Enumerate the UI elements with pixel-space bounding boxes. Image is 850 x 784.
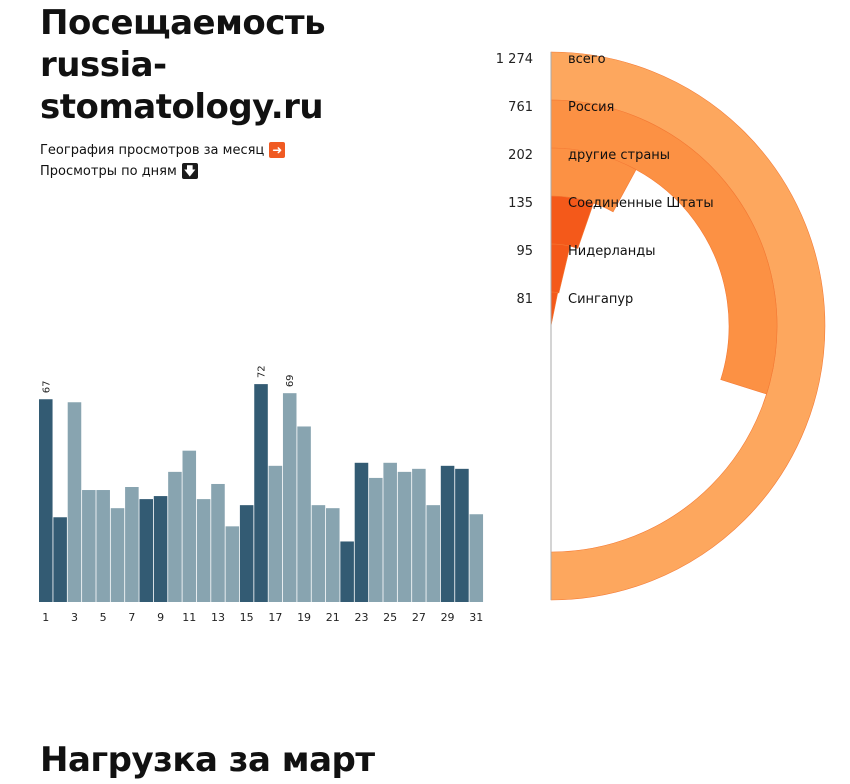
bar-day-8[interactable]: [139, 499, 153, 602]
bar-day-27[interactable]: [412, 468, 426, 602]
x-tick-label: 1: [42, 611, 49, 624]
x-tick-label: 25: [383, 611, 397, 624]
geo-label: Сингапур: [568, 292, 633, 307]
bar-day-26[interactable]: [397, 471, 412, 602]
x-tick-label: 29: [441, 611, 455, 624]
bar-day-11[interactable]: [182, 450, 197, 602]
by-days-link-label: Просмотры по дням: [40, 163, 177, 179]
x-tick-label: 7: [128, 611, 135, 624]
by-days-link[interactable]: Просмотры по дням 🡇: [40, 163, 198, 179]
bar-day-3[interactable]: [67, 402, 82, 602]
bar-day-18[interactable]: [282, 393, 297, 602]
bar-day-20[interactable]: [311, 505, 326, 602]
bar-data-label: 72: [257, 365, 268, 378]
bar-day-13[interactable]: [211, 483, 225, 602]
x-tick-label: 11: [182, 611, 196, 624]
geo-value: 135: [508, 196, 533, 211]
bar-day-6[interactable]: [110, 508, 125, 602]
bar-day-14[interactable]: [225, 526, 240, 602]
bar-day-10[interactable]: [168, 471, 182, 602]
x-tick-label: 9: [157, 611, 164, 624]
bar-day-25[interactable]: [383, 462, 397, 602]
x-tick-label: 15: [240, 611, 254, 624]
bar-day-2[interactable]: [53, 517, 67, 602]
geo-arc[interactable]: [550, 99, 778, 395]
bar-day-17[interactable]: [268, 465, 283, 602]
bar-day-7[interactable]: [125, 487, 139, 602]
bar-day-19[interactable]: [297, 426, 311, 602]
arrow-down-icon: 🡇: [181, 163, 198, 179]
bar-day-22[interactable]: [340, 541, 354, 602]
bar-day-30[interactable]: [455, 468, 469, 602]
x-tick-label: 31: [469, 611, 483, 624]
geo-label: другие страны: [568, 148, 670, 163]
geo-label: всего: [568, 52, 606, 67]
geography-link[interactable]: География просмотров за месяц ➜: [40, 142, 286, 158]
arrow-right-icon: ➜: [269, 142, 286, 158]
bar-day-24[interactable]: [369, 477, 383, 602]
geo-arc[interactable]: [550, 291, 559, 327]
geo-value: 1 274: [496, 52, 533, 67]
x-tick-label: 19: [297, 611, 311, 624]
x-tick-label: 21: [326, 611, 340, 624]
geo-value: 81: [516, 292, 533, 307]
geo-label: Соединенные Штаты: [568, 196, 714, 211]
x-tick-label: 3: [71, 611, 78, 624]
x-tick-label: 23: [354, 611, 368, 624]
bar-day-23[interactable]: [354, 462, 369, 602]
bar-day-15[interactable]: [239, 505, 254, 602]
bar-day-9[interactable]: [153, 496, 168, 602]
bar-data-label: 69: [285, 374, 296, 387]
bar-day-5[interactable]: [96, 490, 110, 602]
page-title: Посещаемость russia-stomatology.ru: [40, 3, 326, 127]
bar-day-4[interactable]: [82, 490, 96, 602]
geo-value: 761: [508, 100, 533, 115]
geo-label: Россия: [568, 100, 614, 115]
bar-day-16[interactable]: [254, 384, 268, 602]
section-title: Нагрузка за март: [40, 740, 375, 780]
geography-link-label: География просмотров за месяц: [40, 142, 265, 158]
geo-value: 95: [516, 244, 533, 259]
bar-day-12[interactable]: [196, 499, 211, 602]
bar-day-21[interactable]: [326, 508, 340, 602]
geo-label: Нидерланды: [568, 244, 656, 259]
bar-day-29[interactable]: [440, 465, 455, 602]
x-tick-label: 13: [211, 611, 225, 624]
bar-day-1[interactable]: [39, 399, 53, 602]
geo-value: 202: [508, 148, 533, 163]
bar-day-31[interactable]: [469, 514, 484, 602]
x-tick-label: 27: [412, 611, 426, 624]
bar-day-28[interactable]: [426, 505, 440, 602]
x-tick-label: 5: [100, 611, 107, 624]
x-tick-label: 17: [268, 611, 282, 624]
bar-data-label: 67: [41, 381, 52, 394]
